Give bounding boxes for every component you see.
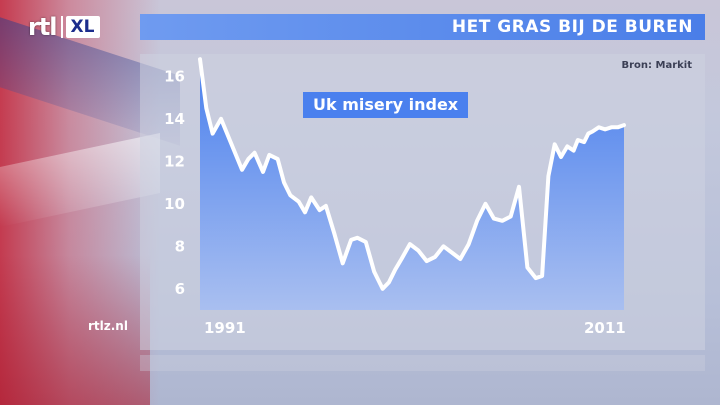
x-tick-label-end: 2011	[584, 319, 626, 337]
data-point	[246, 157, 250, 161]
site-url: rtlz.nl	[88, 319, 128, 333]
data-point	[297, 200, 301, 204]
data-point	[540, 274, 544, 278]
data-point	[565, 144, 569, 148]
data-point	[484, 202, 487, 206]
y-tick-label: 6	[175, 280, 185, 298]
flag-stripe-red	[0, 255, 150, 405]
y-tick-label: 8	[175, 237, 185, 255]
data-point	[572, 149, 576, 153]
data-point	[408, 242, 412, 246]
data-point	[433, 255, 437, 259]
data-point	[458, 257, 462, 261]
data-point	[546, 174, 550, 178]
data-point	[425, 259, 429, 263]
data-point	[341, 261, 345, 265]
data-point	[332, 232, 336, 235]
data-point	[400, 257, 403, 261]
data-point	[500, 219, 504, 223]
y-axis-ticks: 6 8 10 12 14 16	[164, 67, 185, 298]
chart-title: Uk misery index	[303, 92, 469, 118]
data-point	[355, 236, 359, 240]
data-point	[467, 242, 471, 246]
data-point	[303, 210, 307, 214]
data-point	[204, 106, 208, 110]
data-point	[442, 244, 445, 248]
data-point	[616, 125, 620, 129]
data-point	[349, 238, 353, 242]
data-point	[576, 138, 580, 142]
data-point	[198, 57, 202, 61]
data-point	[219, 117, 223, 121]
data-point	[288, 193, 292, 197]
bottom-strip	[140, 355, 705, 371]
data-point	[267, 153, 271, 157]
data-point	[553, 142, 557, 146]
data-point	[261, 170, 265, 174]
data-point	[525, 266, 529, 269]
data-point	[276, 157, 280, 161]
y-tick-label: 12	[164, 152, 185, 170]
data-point	[230, 142, 233, 146]
channel-logo: rtl XL	[28, 14, 100, 40]
data-point	[534, 276, 538, 280]
logo-separator	[60, 16, 63, 38]
data-point	[475, 219, 479, 223]
data-point	[609, 125, 613, 129]
y-tick-label: 16	[164, 67, 185, 85]
logo-xl-badge: XL	[65, 16, 100, 38]
y-tick-label: 10	[164, 195, 185, 213]
data-point	[416, 249, 420, 252]
series-points	[198, 57, 626, 291]
data-point	[364, 240, 368, 244]
data-point	[309, 195, 313, 199]
data-point	[450, 251, 454, 255]
data-point	[381, 287, 385, 291]
data-point	[517, 185, 521, 189]
data-point	[318, 208, 322, 212]
data-point	[559, 155, 563, 159]
data-point	[622, 123, 626, 127]
x-tick-label-start: 1991	[204, 319, 246, 337]
y-tick-label: 14	[164, 110, 185, 128]
data-point	[211, 132, 215, 136]
data-point	[387, 280, 391, 284]
data-point	[492, 217, 496, 221]
data-point	[603, 127, 607, 131]
data-point	[597, 125, 601, 129]
data-point	[372, 270, 376, 274]
title-bar: HET GRAS BIJ DE BUREN	[140, 14, 705, 40]
logo-rtl-text: rtl	[28, 13, 58, 41]
data-point	[253, 151, 257, 155]
page-title: HET GRAS BIJ DE BUREN	[451, 17, 693, 37]
data-point	[240, 168, 244, 172]
data-point	[586, 132, 590, 136]
data-point	[324, 204, 328, 208]
data-point	[591, 130, 594, 133]
data-point	[393, 268, 397, 272]
source-label: Bron: Markit	[621, 60, 692, 71]
data-point	[582, 140, 586, 144]
series-area	[200, 59, 624, 311]
data-point	[509, 215, 513, 218]
data-point	[282, 181, 286, 184]
